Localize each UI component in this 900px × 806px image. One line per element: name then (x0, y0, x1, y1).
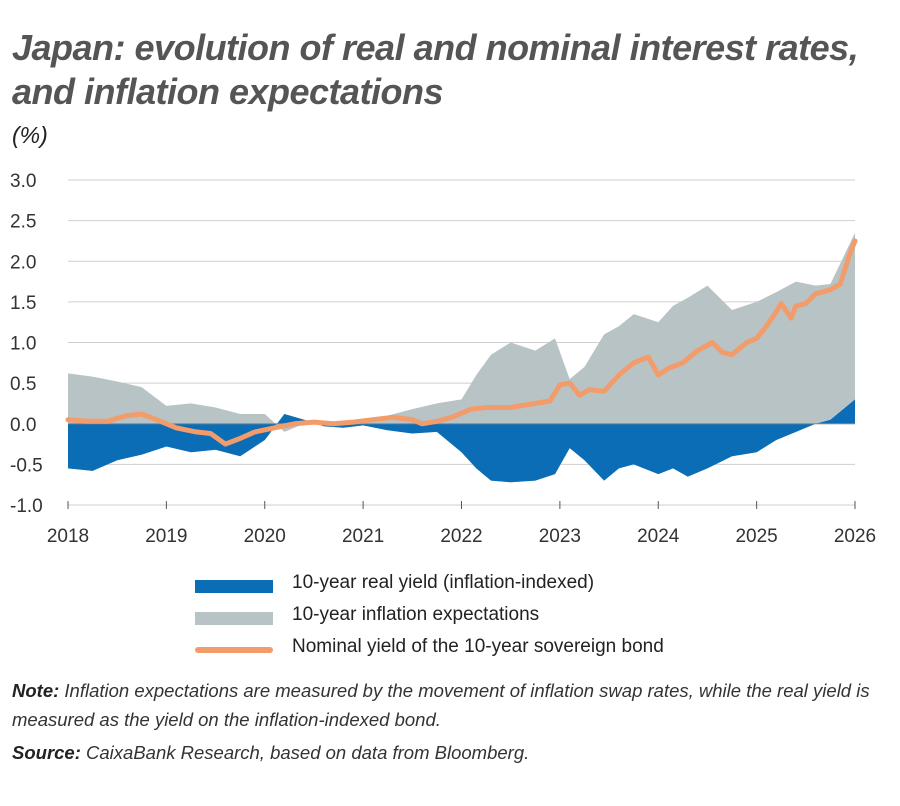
legend-swatch-inflation-expectations (195, 612, 273, 625)
y-tick-label-0: 3.0 (10, 171, 36, 192)
y-tick-label-6: 0.0 (10, 415, 36, 436)
note-text: Inflation expectations are measured by t… (12, 680, 870, 730)
x-tick-label-6: 2024 (637, 526, 680, 547)
x-tick-label-4: 2022 (440, 526, 482, 547)
y-tick-label-4: 1.0 (10, 334, 36, 355)
y-tick-label-2: 2.0 (10, 252, 36, 273)
series-lines (65, 238, 858, 447)
x-tick-label-3: 2021 (342, 526, 384, 547)
legend-swatch-nominal-yield (195, 647, 273, 653)
area-real-yield (68, 399, 855, 483)
legend-label-real-yield: 10-year real yield (inflation-indexed) (292, 572, 595, 593)
x-tick-label-1: 2019 (145, 526, 187, 547)
x-tick-label-7: 2025 (735, 526, 777, 547)
y-tick-label-5: 0.5 (10, 374, 36, 395)
source-paragraph: Source: CaixaBank Research, based on dat… (12, 738, 892, 767)
y-tick-label-1: 2.5 (10, 212, 36, 233)
note-label: Note: (12, 680, 60, 701)
area-inflation-expectations (68, 232, 855, 483)
y-tick-label-8: -1.0 (10, 496, 43, 517)
notes: Note: Inflation expectations are measure… (12, 676, 892, 767)
y-tick-label-3: 1.5 (10, 293, 36, 314)
x-tick-label-5: 2023 (539, 526, 581, 547)
x-tick-label-0: 2018 (47, 526, 89, 547)
y-tick-label-7: -0.5 (10, 455, 43, 476)
source-label: Source: (12, 742, 81, 763)
chart-title: Japan: evolution of real and nominal int… (12, 27, 859, 112)
legend-label-inflation-expectations: 10-year inflation expectations (292, 604, 540, 625)
x-tick-label-8: 2026 (834, 526, 876, 547)
note-paragraph: Note: Inflation expectations are measure… (12, 676, 892, 734)
series-areas (68, 232, 855, 483)
legend-swatch-real-yield (195, 580, 273, 593)
y-axis-unit-label: (%) (12, 122, 48, 148)
x-tick-label-2: 2020 (244, 526, 286, 547)
source-text: CaixaBank Research, based on data from B… (86, 742, 530, 763)
legend-label-nominal-yield: Nominal yield of the 10-year sovereign b… (292, 636, 664, 657)
line-nominal-yield (65, 238, 858, 447)
